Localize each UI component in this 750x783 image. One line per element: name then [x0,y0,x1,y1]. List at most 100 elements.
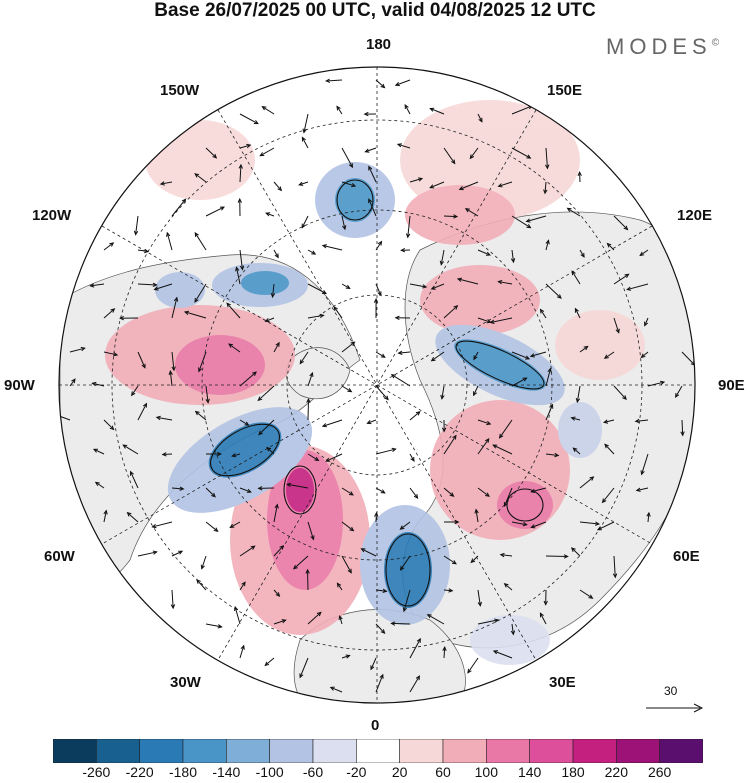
wind-vector [404,104,411,115]
wind-vector [273,619,286,625]
reference-vector-arrow [646,703,704,713]
wind-vector-head [526,223,532,229]
wind-vector [166,232,173,251]
colorbar-swatch [269,739,314,763]
wind-vector [171,297,178,319]
wind-vector [299,657,309,678]
wind-vector [604,351,615,359]
lon-label-120w: 120W [32,207,72,224]
wind-vector [579,249,585,258]
colorbar [53,739,703,763]
wind-vector [613,317,620,333]
wind-vector [641,453,649,475]
wind-vector-head [153,286,159,291]
wind-vector [409,453,415,462]
wind-vector-head [615,328,620,334]
wind-vector-head [572,447,578,452]
wind-vector-head [325,78,331,83]
wind-vector [375,283,382,296]
wind-vector [326,79,343,82]
wind-vector-head [309,371,314,378]
wind-vector [205,521,219,532]
wind-vector [398,351,411,354]
wind-vector [239,645,245,659]
wind-vector [322,244,343,251]
wind-vector [239,581,246,591]
wind-vector-head [109,425,115,431]
wind-vector-head [426,614,432,619]
wind-vector [675,385,683,398]
wind-vector-head [159,181,165,186]
wind-vector [307,314,324,319]
lon-label-150e: 150E [547,82,583,99]
wind-vector-head [474,508,479,514]
wind-vector-head [557,294,562,299]
wind-vector [341,181,356,187]
wind-vector-head [347,568,352,574]
wind-vector [526,215,547,222]
wind-vector-head [635,487,641,492]
wind-vector [477,487,490,497]
wind-vector-head [374,511,379,517]
wind-vector-head [489,319,495,324]
wind-vector-head [301,136,306,142]
wind-vector [465,208,479,217]
wind-vector [337,583,343,591]
modes-logo: MODES© [606,34,720,59]
wind-vector [545,404,554,421]
wind-vector-head [529,353,535,358]
wind-vector [103,351,118,356]
wind-vector-head [634,418,640,424]
wind-vector-head [400,248,406,253]
wind-vector-head [545,239,550,245]
wind-vector [492,444,513,455]
wind-vector-head [141,363,146,369]
wind-vector-head [110,308,116,313]
wind-vector-head [211,492,216,498]
wind-vector [397,143,411,149]
wind-vector [500,554,513,557]
wind-vector [194,283,207,303]
wind-vector-head [226,302,231,308]
wind-vector-head [570,547,576,552]
wind-vector [368,198,377,217]
wind-vector [156,416,173,421]
wind-vector [273,181,282,191]
wind-vector [457,278,479,285]
colorbar-tick-label: 260 [647,764,672,780]
wind-vector-head [129,470,134,476]
wind-vector [477,419,491,425]
wind-vector-head [342,225,347,231]
wind-vector [273,504,278,523]
wind-vector [511,521,527,526]
wind-vector-head [325,457,331,462]
wind-vector [400,555,411,571]
wind-vector-head [179,486,185,491]
lon-label-30e: 30E [549,674,576,691]
wind-vector [477,317,491,323]
wind-vector-head [173,296,179,302]
wind-vector-head [133,230,139,236]
wind-vector-head [299,673,304,679]
wind-vector-head [478,117,483,123]
wind-vector-head [380,83,386,89]
wind-vector [368,166,377,183]
wind-vector [273,589,280,597]
wind-vector [307,283,327,294]
wind-vector [341,655,350,659]
wind-vector [205,487,216,498]
wind-vector [545,240,549,251]
wind-vector [681,351,695,366]
wind-vector-head [302,128,307,134]
wind-vector-head [311,250,317,255]
wind-vector-head [321,244,327,249]
wind-vector [103,242,114,251]
wind-vector [613,385,627,400]
wind-vector-head [368,165,373,171]
wind-vector-head [345,654,351,659]
wind-vector [511,215,531,229]
wind-vector-head [306,397,311,403]
wind-vector-head [439,260,445,266]
colorbar-swatch [399,739,444,763]
wind-vector [545,147,548,169]
